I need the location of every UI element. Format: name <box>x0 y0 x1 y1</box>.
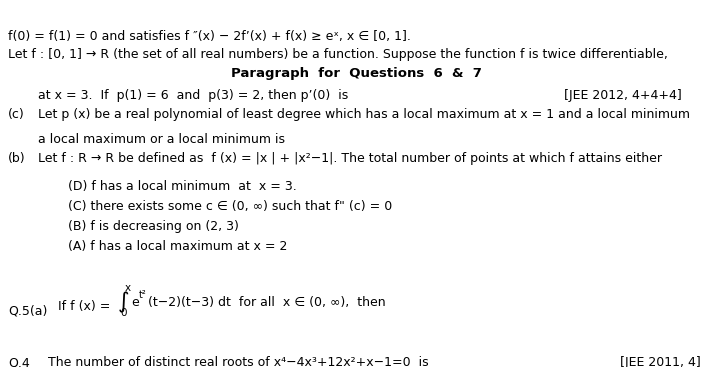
Text: (D) f has a local minimum  at  x = 3.: (D) f has a local minimum at x = 3. <box>68 180 297 193</box>
Text: x: x <box>125 283 131 293</box>
Text: Let f : R → R be defined as  f (x) = |x | + |x²−1|. The total number of points a: Let f : R → R be defined as f (x) = |x |… <box>38 152 662 165</box>
Text: Paragraph  for  Questions  6  &  7: Paragraph for Questions 6 & 7 <box>230 67 481 80</box>
Text: Let p (x) be a real polynomial of least degree which has a local maximum at x = : Let p (x) be a real polynomial of least … <box>38 108 690 121</box>
Text: 0: 0 <box>120 308 126 318</box>
Text: Q.4: Q.4 <box>8 356 30 367</box>
Text: a local maximum or a local minimum is: a local maximum or a local minimum is <box>38 133 285 146</box>
Text: [JEE 2012, 4+4+4]: [JEE 2012, 4+4+4] <box>564 89 682 102</box>
Text: The number of distinct real roots of x⁴−4x³+12x²+x−1=0  is: The number of distinct real roots of x⁴−… <box>48 356 429 367</box>
Text: Let f : [0, 1] → R (the set of all real numbers) be a function. Suppose the func: Let f : [0, 1] → R (the set of all real … <box>8 48 668 61</box>
Text: at x = 3.  If  p(1) = 6  and  p(3) = 2, then p’(0)  is: at x = 3. If p(1) = 6 and p(3) = 2, then… <box>38 89 348 102</box>
Text: (C) there exists some c ∈ (0, ∞) such that f" (c) = 0: (C) there exists some c ∈ (0, ∞) such th… <box>68 200 392 213</box>
Text: [JEE 2011, 4]: [JEE 2011, 4] <box>620 356 701 367</box>
Text: (t−2)(t−3) dt  for all  x ∈ (0, ∞),  then: (t−2)(t−3) dt for all x ∈ (0, ∞), then <box>148 296 386 309</box>
Text: e: e <box>131 296 139 309</box>
Text: t²: t² <box>139 290 147 300</box>
Text: f(0) = f(1) = 0 and satisfies f ″(x) − 2f’(x) + f(x) ≥ eˣ, x ∈ [0, 1].: f(0) = f(1) = 0 and satisfies f ″(x) − 2… <box>8 30 411 43</box>
Text: (B) f is decreasing on (2, 3): (B) f is decreasing on (2, 3) <box>68 220 239 233</box>
Text: If f (x) =: If f (x) = <box>58 300 111 313</box>
Text: (b): (b) <box>8 152 26 165</box>
Text: ∫: ∫ <box>118 292 130 313</box>
Text: Q.5(a): Q.5(a) <box>8 305 47 318</box>
Text: (c): (c) <box>8 108 25 121</box>
Text: (A) f has a local maximum at x = 2: (A) f has a local maximum at x = 2 <box>68 240 287 253</box>
